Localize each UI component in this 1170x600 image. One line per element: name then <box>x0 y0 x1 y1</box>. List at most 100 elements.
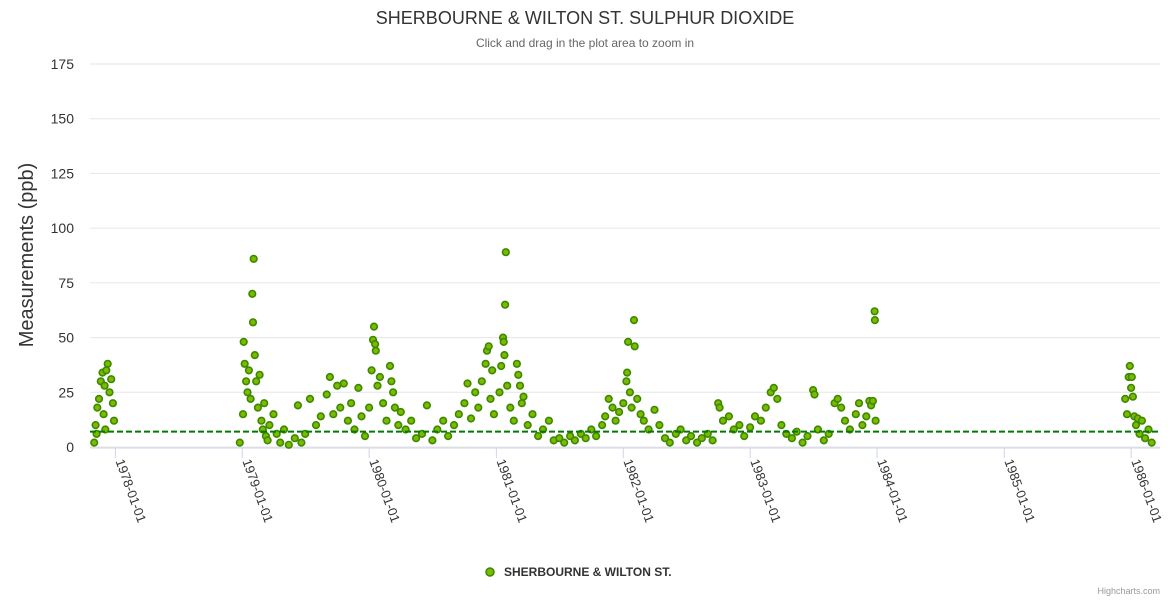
data-point[interactable] <box>870 316 880 325</box>
data-point[interactable] <box>407 416 416 425</box>
data-point[interactable] <box>489 410 499 419</box>
data-point[interactable] <box>604 394 613 404</box>
data-point[interactable] <box>269 410 278 419</box>
data-point[interactable] <box>724 412 734 421</box>
data-point[interactable] <box>611 416 620 425</box>
data-point[interactable] <box>871 416 880 425</box>
data-point[interactable] <box>777 421 786 430</box>
data-point[interactable] <box>655 421 664 430</box>
data-point[interactable] <box>629 316 639 325</box>
data-point[interactable] <box>250 351 259 360</box>
data-point[interactable] <box>650 405 659 414</box>
data-point[interactable] <box>591 432 601 441</box>
data-point[interactable] <box>840 416 850 425</box>
data-point[interactable] <box>488 366 497 375</box>
data-point[interactable] <box>379 399 388 408</box>
data-point[interactable] <box>387 377 396 386</box>
data-point[interactable] <box>252 377 261 386</box>
data-point[interactable] <box>373 381 382 390</box>
data-point[interactable] <box>837 403 846 412</box>
data-point[interactable] <box>497 361 506 371</box>
data-point[interactable] <box>682 436 691 445</box>
credits-link[interactable]: Highcharts.com <box>1097 586 1160 596</box>
data-point[interactable] <box>862 412 871 421</box>
data-point[interactable] <box>103 359 112 368</box>
data-point[interactable] <box>833 394 842 404</box>
data-point[interactable] <box>1121 394 1130 404</box>
data-point[interactable] <box>870 307 879 316</box>
data-point[interactable] <box>495 388 504 397</box>
data-point[interactable] <box>715 403 724 412</box>
data-point[interactable] <box>665 438 674 447</box>
data-point[interactable] <box>581 434 590 443</box>
data-point[interactable] <box>623 337 633 347</box>
data-point[interactable] <box>555 434 564 443</box>
data-point[interactable] <box>708 436 717 445</box>
data-point[interactable] <box>422 401 432 410</box>
data-point[interactable] <box>499 337 508 347</box>
data-point[interactable] <box>565 432 575 441</box>
data-point[interactable] <box>686 432 696 441</box>
data-point[interactable] <box>105 388 114 397</box>
data-point[interactable] <box>100 381 109 390</box>
data-point[interactable] <box>284 440 293 449</box>
data-point[interactable] <box>819 436 828 445</box>
data-point[interactable] <box>449 421 459 430</box>
data-point[interactable] <box>102 366 111 375</box>
data-point[interactable] <box>99 410 108 419</box>
data-point[interactable] <box>347 399 356 408</box>
data-point[interactable] <box>484 342 493 351</box>
data-point[interactable] <box>390 403 400 412</box>
data-point[interactable] <box>756 416 766 425</box>
data-point[interactable] <box>471 388 480 397</box>
data-point[interactable] <box>454 410 463 419</box>
data-point[interactable] <box>544 416 554 425</box>
data-point[interactable] <box>360 432 370 441</box>
data-point[interactable] <box>622 377 631 386</box>
data-point[interactable] <box>619 399 628 408</box>
data-point[interactable] <box>463 379 472 388</box>
data-point[interactable] <box>246 394 255 404</box>
data-point[interactable] <box>365 403 374 412</box>
data-point[interactable] <box>773 394 782 404</box>
data-point[interactable] <box>240 359 249 368</box>
data-point[interactable] <box>761 403 770 412</box>
data-point[interactable] <box>512 359 522 368</box>
data-point[interactable] <box>745 423 755 432</box>
data-point[interactable] <box>851 410 860 419</box>
data-point[interactable] <box>601 412 610 421</box>
data-point[interactable] <box>1128 392 1137 401</box>
data-point[interactable] <box>718 416 728 425</box>
data-point[interactable] <box>481 359 490 368</box>
data-point[interactable] <box>276 438 285 447</box>
data-point[interactable] <box>633 394 642 404</box>
data-point[interactable] <box>486 394 495 404</box>
data-point[interactable] <box>305 394 315 404</box>
data-point[interactable] <box>639 416 648 425</box>
data-point[interactable] <box>109 416 119 425</box>
data-point[interactable] <box>253 403 262 412</box>
data-point[interactable] <box>514 370 523 379</box>
data-point[interactable] <box>1126 383 1136 393</box>
data-point[interactable] <box>625 388 635 397</box>
data-point[interactable] <box>798 438 807 447</box>
data-point[interactable] <box>311 421 321 430</box>
data-point[interactable] <box>239 337 248 347</box>
data-point[interactable] <box>509 416 518 425</box>
data-point[interactable] <box>560 438 569 447</box>
data-point[interactable] <box>439 416 448 425</box>
data-point[interactable] <box>243 388 252 397</box>
data-point[interactable] <box>500 351 509 360</box>
data-point[interactable] <box>325 372 335 382</box>
data-point[interactable] <box>803 432 812 441</box>
data-point[interactable] <box>517 399 526 408</box>
data-point[interactable] <box>854 399 864 408</box>
data-point[interactable] <box>735 421 744 430</box>
data-point[interactable] <box>265 421 274 430</box>
data-point[interactable] <box>290 434 299 443</box>
data-point[interactable] <box>1147 438 1156 447</box>
data-point[interactable] <box>515 381 525 390</box>
data-point[interactable] <box>474 403 483 412</box>
data-point[interactable] <box>94 394 104 404</box>
data-point[interactable] <box>322 390 331 399</box>
